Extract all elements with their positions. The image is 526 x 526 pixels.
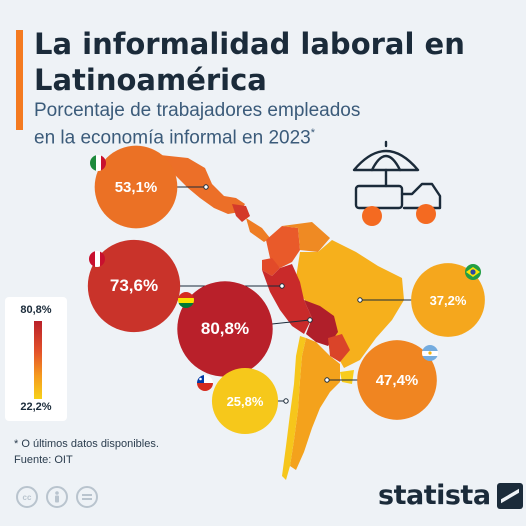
- bubble-label-mexico: 53,1%: [115, 179, 158, 196]
- footnote: * O últimos datos disponibles. Fuente: O…: [14, 436, 159, 468]
- cc-by-icon[interactable]: [46, 486, 68, 508]
- brand-name: statista: [378, 480, 491, 511]
- connector-dot-argentina: [324, 377, 330, 383]
- map-country-paraguay: [328, 334, 350, 362]
- legend-gradient-bar: [34, 321, 42, 399]
- cart-wheel-right-icon: [416, 204, 436, 224]
- subtitle-footnote-marker: *: [310, 127, 316, 139]
- map-country-mexico: [160, 155, 245, 214]
- color-scale-legend: 80,8% 22,2%: [5, 297, 67, 421]
- bubble-mexico[interactable]: [94, 145, 178, 229]
- map-country-ecuador: [262, 258, 280, 276]
- map-country-peru: [262, 264, 312, 334]
- legend-min-label: 22,2%: [20, 401, 52, 413]
- map-country-brazil: [296, 240, 404, 368]
- bubble-label-brazil: 37,2%: [430, 293, 467, 308]
- bubble-peru[interactable]: [87, 239, 181, 333]
- license-icons: cc: [16, 486, 98, 508]
- cc-license-icon[interactable]: cc: [16, 486, 38, 508]
- map-country-central-america: [232, 204, 250, 222]
- subtitle-text: Porcentaje de trabajadores empleados en …: [34, 100, 361, 149]
- bubble-chile[interactable]: [211, 367, 279, 435]
- statista-brand[interactable]: statista: [378, 480, 523, 511]
- bubble-label-chile: 25,8%: [227, 394, 264, 409]
- flag-brazil-icon: [465, 264, 481, 280]
- bubble-label-peru: 73,6%: [110, 276, 158, 295]
- connector-dot-mexico: [203, 184, 209, 190]
- street-vendor-cart-icon: [352, 140, 442, 210]
- flag-argentina-icon: [422, 345, 438, 361]
- cart-wheel-left-icon: [362, 206, 382, 226]
- cc-nd-icon[interactable]: [76, 486, 98, 508]
- map-country-colombia: [266, 226, 300, 268]
- bubble-bolivia[interactable]: [177, 281, 273, 377]
- flag-mexico-icon: [90, 155, 106, 171]
- bubble-label-bolivia: 80,8%: [201, 319, 249, 338]
- flag-peru-icon: [89, 251, 105, 267]
- statista-logo-icon: [496, 482, 523, 509]
- connector-dot-chile: [283, 398, 289, 404]
- bubble-argentina[interactable]: [357, 340, 437, 420]
- map-country-uruguay: [340, 370, 354, 384]
- connector-dot-bolivia: [307, 317, 313, 323]
- connector-dot-peru: [279, 283, 285, 289]
- legend-max-label: 80,8%: [20, 304, 52, 316]
- bubble-label-argentina: 47,4%: [376, 372, 419, 389]
- map-country-central-america-south: [246, 218, 270, 242]
- bubble-brazil[interactable]: [411, 263, 485, 337]
- flag-chile-icon: [197, 375, 213, 391]
- connector-dot-brazil: [357, 297, 363, 303]
- flag-bolivia-icon: [178, 292, 194, 308]
- map-country-venezuela: [282, 222, 330, 252]
- page-subtitle: Porcentaje de trabajadores empleados en …: [34, 100, 364, 149]
- footnote-source: Fuente: OIT: [14, 454, 73, 466]
- map-country-chile: [282, 336, 306, 480]
- footnote-note: * O últimos datos disponibles.: [14, 438, 159, 450]
- title-accent-bar: [16, 30, 23, 130]
- map-country-argentina: [290, 338, 340, 470]
- page-title: La informalidad laboral en Latinoamérica: [34, 27, 465, 97]
- map-country-bolivia: [304, 300, 338, 346]
